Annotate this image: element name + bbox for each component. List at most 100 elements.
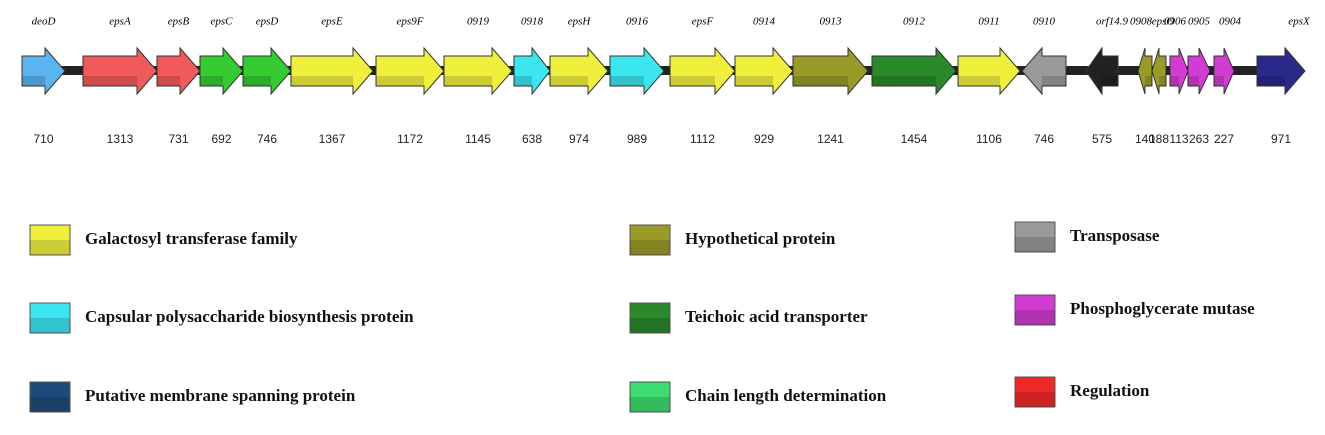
gene-arrow bbox=[199, 46, 244, 96]
gene-label: 0913 bbox=[820, 16, 843, 28]
gene-size: 638 bbox=[522, 132, 542, 146]
gene-size: 1313 bbox=[107, 132, 134, 146]
gene-arrow bbox=[1151, 47, 1167, 95]
gene-size: 1106 bbox=[976, 132, 1002, 146]
gene-arrow-shade bbox=[1145, 76, 1152, 86]
gene-arrow-shade bbox=[157, 76, 180, 86]
gene-arrow bbox=[1187, 47, 1211, 95]
gene-arrow bbox=[549, 46, 609, 96]
gene-size: 1112 bbox=[690, 132, 715, 146]
gene-arrow-shade bbox=[22, 76, 45, 86]
gene-size: 1241 bbox=[817, 132, 844, 146]
gene-label: epsE bbox=[321, 16, 343, 28]
gene-arrow bbox=[871, 46, 957, 96]
gene-arrow bbox=[513, 46, 551, 96]
gene-size: 227 bbox=[1214, 132, 1234, 146]
legend-label: Galactosyl transferase family bbox=[85, 229, 298, 248]
legend-swatch-shade bbox=[30, 240, 70, 255]
gene-label: 0910 bbox=[1033, 16, 1056, 28]
gene-arrow bbox=[669, 46, 736, 96]
legend-swatch-shade bbox=[630, 397, 670, 412]
gene-size: 140 bbox=[1135, 132, 1155, 146]
gene-label: epsX bbox=[1288, 16, 1311, 28]
gene-arrow bbox=[1256, 46, 1306, 96]
gene-label: epsB bbox=[168, 16, 190, 28]
gene-label: epsO bbox=[1152, 16, 1175, 28]
legend-swatch-shade bbox=[1015, 310, 1055, 325]
gene-arrow-shade bbox=[1042, 76, 1066, 86]
gene-size: 1145 bbox=[465, 132, 491, 146]
gene-arrow bbox=[242, 46, 292, 96]
gene-arrow-shade bbox=[1170, 76, 1179, 86]
gene-label: 0912 bbox=[903, 16, 926, 28]
gene-size: 188 bbox=[1149, 132, 1169, 146]
gene-arrow bbox=[1085, 46, 1119, 96]
gene-size: 113 bbox=[1169, 132, 1188, 146]
legend-swatch bbox=[29, 224, 71, 256]
gene-arrow bbox=[792, 46, 869, 96]
gene-label: 0908 bbox=[1130, 16, 1153, 28]
legend-swatch bbox=[1014, 221, 1056, 253]
gene-arrow bbox=[21, 46, 66, 96]
gene-arrow bbox=[290, 46, 374, 96]
gene-label: 0911 bbox=[978, 16, 999, 28]
gene-size: 971 bbox=[1271, 132, 1291, 146]
gene-label: epsH bbox=[568, 16, 592, 28]
gene-size: 989 bbox=[627, 132, 647, 146]
legend-swatch-shade bbox=[1015, 392, 1055, 407]
gene-arrow-shade bbox=[670, 76, 715, 86]
gene-size: 1172 bbox=[397, 132, 423, 146]
gene-size: 1454 bbox=[901, 132, 928, 146]
gene-arrow-shade bbox=[550, 76, 588, 86]
gene-label: 0916 bbox=[626, 16, 649, 28]
gene-arrow bbox=[957, 46, 1021, 96]
gene-size: 746 bbox=[257, 132, 277, 146]
gene-arrow-shade bbox=[872, 76, 936, 86]
legend-swatch bbox=[1014, 294, 1056, 326]
gene-size: 746 bbox=[1034, 132, 1054, 146]
gene-size: 263 bbox=[1189, 132, 1209, 146]
gene-size: 710 bbox=[33, 132, 53, 146]
legend-label: Capsular polysaccharide biosynthesis pro… bbox=[85, 307, 414, 326]
gene-arrow bbox=[82, 46, 158, 96]
legend-label: Regulation bbox=[1070, 381, 1150, 400]
legend-swatch-shade bbox=[1015, 237, 1055, 252]
legend-swatch bbox=[629, 381, 671, 413]
gene-arrow bbox=[375, 46, 445, 96]
gene-arrow-shade bbox=[610, 76, 644, 86]
legend-swatch-shade bbox=[630, 318, 670, 333]
gene-arrow bbox=[1169, 47, 1189, 95]
gene-label: epsC bbox=[211, 16, 234, 28]
gene-label: eps9F bbox=[397, 16, 424, 28]
legend-swatch-shade bbox=[630, 240, 670, 255]
gene-label: epsA bbox=[109, 16, 131, 28]
gene-label: 0904 bbox=[1219, 16, 1242, 28]
gene-arrow bbox=[734, 46, 794, 96]
legend-swatch-shade bbox=[30, 318, 70, 333]
gene-arrow-shade bbox=[243, 76, 271, 86]
gene-label: 0905 bbox=[1188, 16, 1211, 28]
gene-size: 974 bbox=[569, 132, 589, 146]
legend-label: Transposase bbox=[1070, 226, 1160, 245]
gene-arrow bbox=[1021, 46, 1067, 96]
legend-swatch bbox=[629, 224, 671, 256]
gene-arrow-shade bbox=[514, 76, 532, 86]
gene-arrow-shade bbox=[444, 76, 492, 86]
legend-swatch bbox=[29, 302, 71, 334]
gene-arrow-shade bbox=[200, 76, 223, 86]
gene-arrow-shade bbox=[735, 76, 773, 86]
gene-label: 0914 bbox=[753, 16, 776, 28]
gene-arrow bbox=[443, 46, 513, 96]
legend-label: Teichoic acid transporter bbox=[685, 307, 868, 326]
gene-size: 929 bbox=[754, 132, 774, 146]
legend-swatch bbox=[1014, 376, 1056, 408]
gene-size: 692 bbox=[211, 132, 231, 146]
gene-label: epsD bbox=[256, 16, 279, 28]
legend-label: Putative membrane spanning protein bbox=[85, 386, 356, 405]
legend-swatch bbox=[629, 302, 671, 334]
gene-label: deoD bbox=[32, 16, 56, 28]
gene-arrow-shade bbox=[1159, 76, 1166, 86]
gene-arrow-shade bbox=[1188, 76, 1199, 86]
